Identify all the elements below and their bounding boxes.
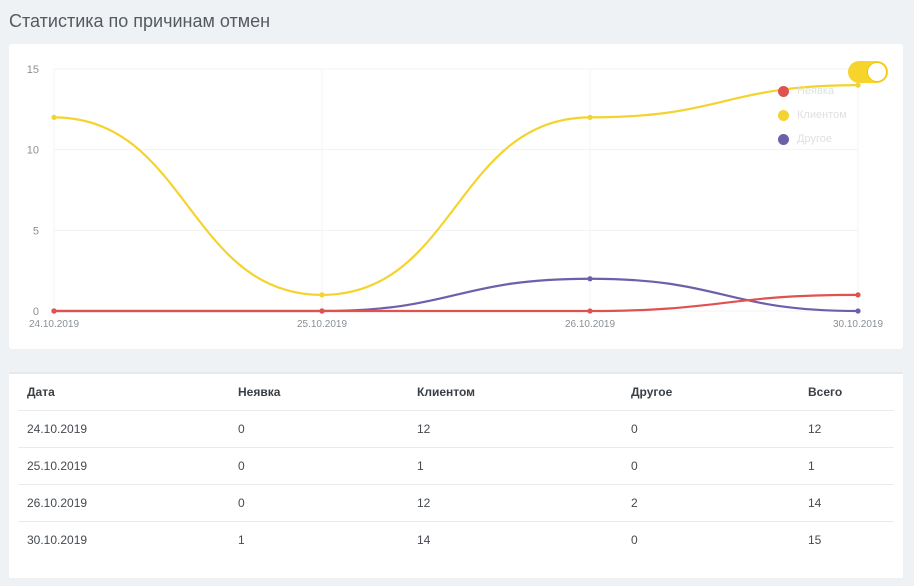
cell-no-show: 0 — [229, 484, 408, 522]
table-row: 24.10.2019 0 12 0 12 — [18, 410, 894, 448]
stats-table: Дата Неявка Клиентом Другое Всего 24.10.… — [18, 374, 894, 558]
column-header-client: Клиентом — [408, 374, 622, 411]
table-row: 26.10.2019 0 12 2 14 — [18, 484, 894, 522]
data-point — [855, 82, 861, 88]
cell-no-show: 0 — [229, 447, 408, 485]
cell-total: 14 — [799, 484, 894, 522]
data-point — [587, 276, 593, 282]
cell-other: 0 — [622, 410, 799, 448]
data-point — [587, 308, 593, 314]
column-header-other: Другое — [622, 374, 799, 411]
legend-item-client[interactable]: Клиентом — [778, 103, 847, 127]
cell-total: 1 — [799, 447, 894, 485]
column-header-no-show: Неявка — [229, 374, 408, 411]
cell-date: 24.10.2019 — [18, 410, 229, 448]
data-point — [51, 308, 57, 314]
legend-dot-client — [778, 109, 789, 121]
cell-client: 12 — [408, 484, 622, 522]
data-point — [51, 114, 57, 120]
chart-legend: Неявка Клиентом Другое — [778, 79, 847, 151]
cell-date: 30.10.2019 — [27, 533, 88, 547]
cell-client: 12 — [408, 410, 622, 448]
x-tick-label: 30.10.2019 — [833, 319, 883, 330]
cell-no-show: 1 — [238, 533, 245, 547]
table-header-row: Дата Неявка Клиентом Другое Всего — [18, 374, 894, 411]
chart-card: 0 5 10 15 24.10.2019 25.10.2019 26.10.2019 30.1… — [9, 44, 903, 349]
cell-no-show: 0 — [229, 410, 408, 448]
legend-dot-no-show — [778, 85, 789, 97]
y-tick-label: 0 — [33, 306, 39, 318]
y-tick-label: 15 — [27, 64, 39, 76]
table-row: 30.10.2019 1 14 0 15 — [18, 522, 894, 559]
toggle-knob — [867, 62, 887, 82]
column-header-date: Дата — [18, 374, 229, 411]
data-point — [319, 308, 325, 314]
y-tick-label: 10 — [27, 145, 39, 157]
legend-item-no-show[interactable]: Неявка — [778, 79, 847, 103]
series-line-1 — [53, 84, 859, 296]
cell-other: 0 — [622, 447, 799, 485]
data-point — [855, 308, 861, 314]
cell-other: 0 — [631, 533, 638, 547]
data-point — [587, 114, 593, 120]
legend-item-other[interactable]: Другое — [778, 127, 847, 151]
legend-label: Клиентом — [797, 109, 847, 121]
legend-label: Неявка — [797, 85, 835, 97]
series-line-2 — [53, 277, 859, 313]
cell-total: 15 — [808, 533, 822, 547]
data-point — [319, 292, 325, 298]
y-tick-label: 5 — [33, 225, 39, 237]
table-row: 25.10.2019 0 1 0 1 — [18, 447, 894, 485]
x-tick-label: 26.10.2019 — [565, 319, 615, 330]
data-point — [855, 292, 861, 298]
legend-label: Другое — [797, 133, 832, 145]
cell-other: 2 — [622, 484, 799, 522]
line-chart: 0 5 10 15 24.10.2019 25.10.2019 26.10.2019 30.1… — [27, 64, 884, 330]
series-line-0 — [53, 293, 859, 313]
legend-dot-other — [778, 133, 789, 145]
x-tick-label: 25.10.2019 — [297, 319, 347, 330]
x-tick-label: 24.10.2019 — [29, 319, 79, 330]
stats-table-card: Дата Неявка Клиентом Другое Всего 24.10.… — [9, 372, 903, 578]
cell-client: 14 — [417, 533, 431, 547]
cell-date: 26.10.2019 — [18, 484, 229, 522]
cell-date: 25.10.2019 — [18, 447, 229, 485]
page-title: Статистика по причинам отмен — [9, 11, 271, 31]
cell-total: 12 — [799, 410, 894, 448]
legend-toggle[interactable] — [848, 61, 888, 83]
cell-client: 1 — [408, 447, 622, 485]
column-header-total: Всего — [799, 374, 894, 411]
